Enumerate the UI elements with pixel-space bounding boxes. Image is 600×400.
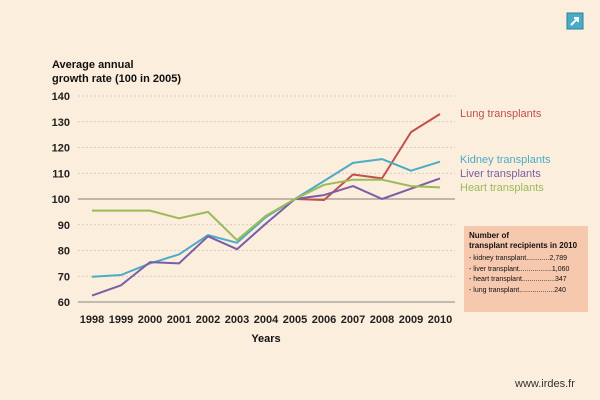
x-tick-label: 2008 <box>370 314 394 326</box>
y-tick-labels: 60 70 80 90 100 110 120 130 140 <box>52 91 70 309</box>
x-tick-labels: 1998 1999 2000 2001 2002 2003 2004 2005 2006 2007… <box>80 314 452 326</box>
y-tick-label: 80 <box>58 246 70 258</box>
y-axis-title-line1: Average annual <box>52 59 134 71</box>
recipients-row-lung: - lung transplant..................240 <box>469 286 566 294</box>
x-axis-title: Years <box>251 333 280 345</box>
y-axis-title-line2: growth rate (100 in 2005) <box>52 73 181 85</box>
y-tick-label: 100 <box>52 194 70 206</box>
series-line-liver-transplants <box>91 177 441 297</box>
recipients-row-kidney: - kidney transplant............2,789 <box>469 255 568 262</box>
series-label-kidney-transplants: Kidney transplants <box>460 154 551 166</box>
x-tick-label: 2007 <box>341 314 365 326</box>
y-tick-label: 110 <box>52 168 70 180</box>
recipients-row-liver: - liver transplant.................1,060 <box>469 265 570 273</box>
y-tick-label: 120 <box>52 143 70 155</box>
recipients-box-title-line1: Number of <box>469 231 509 240</box>
site-url[interactable]: www.irdes.fr <box>515 378 575 390</box>
y-tick-label: 90 <box>58 220 70 232</box>
x-tick-label: 2009 <box>399 314 423 326</box>
x-tick-label: 2006 <box>312 314 336 326</box>
series-line-kidney-transplants <box>91 158 441 278</box>
x-tick-label: 2002 <box>196 314 220 326</box>
y-tick-label: 140 <box>52 91 70 103</box>
x-tick-label: 2001 <box>167 314 191 326</box>
x-tick-label: 2000 <box>138 314 162 326</box>
y-tick-label: 70 <box>58 271 70 283</box>
series-label-liver-transplants: Liver transplants <box>460 168 541 180</box>
grid <box>78 95 455 277</box>
x-tick-label: 2004 <box>254 314 279 326</box>
series-line-heart-transplants <box>92 178 441 242</box>
recipients-box: Number of transplant recipients in 2010 … <box>464 226 588 312</box>
series-label-lung-transplants: Lung transplants <box>460 108 542 120</box>
series-labels: Lung transplants Kidney transplants Liver … <box>460 108 551 194</box>
y-tick-label: 60 <box>58 297 70 309</box>
x-tick-label: 1998 <box>80 314 104 326</box>
y-tick-label: 130 <box>52 117 70 129</box>
share-arrow-icon[interactable] <box>566 12 584 35</box>
x-tick-label: 2010 <box>428 314 452 326</box>
x-tick-label: 2005 <box>283 314 307 326</box>
x-tick-label: 1999 <box>109 314 133 326</box>
recipients-row-heart: - heart transplant.................347 <box>469 276 567 283</box>
recipients-box-title-line2: transplant recipients in 2010 <box>469 241 578 250</box>
x-tick-label: 2003 <box>225 314 249 326</box>
series-lines <box>91 113 441 297</box>
series-label-heart-transplants: Heart transplants <box>460 182 544 194</box>
series-line-lung-transplants <box>294 113 441 201</box>
